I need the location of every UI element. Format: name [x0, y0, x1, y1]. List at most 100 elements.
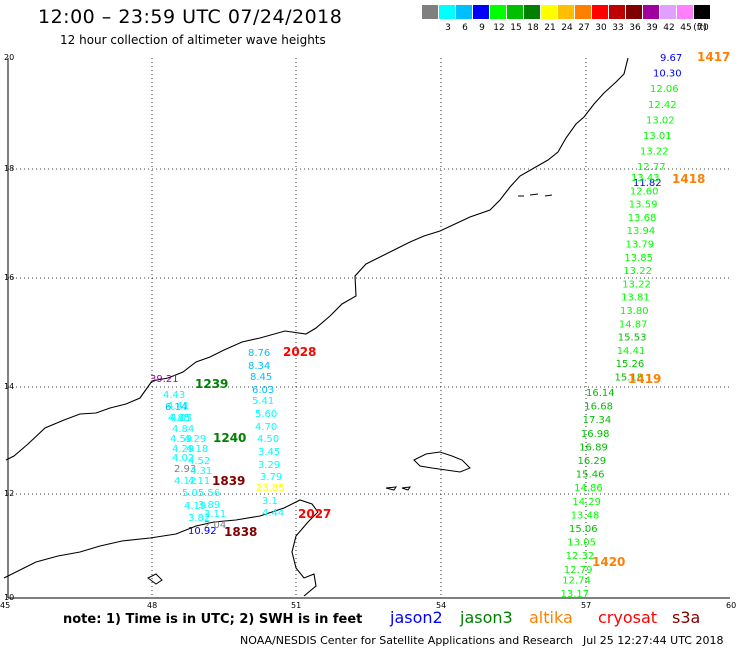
swh-value: 39.21: [150, 374, 179, 385]
sat-label-altika: altika: [529, 608, 573, 627]
swh-value: 4.50: [257, 434, 279, 445]
legend-label: 9: [479, 23, 485, 33]
swh-value: 13.22: [623, 266, 652, 277]
pass-time-label: 1419: [628, 372, 661, 386]
swh-value: 4.31: [190, 466, 212, 477]
swh-value: 16.29: [578, 456, 607, 467]
swh-value: 10.30: [653, 69, 682, 80]
swh-value: 13.05: [567, 538, 596, 549]
swh-value: 2.93: [174, 464, 196, 475]
swh-value: 5.41: [252, 396, 274, 407]
legend-label: 70: [697, 23, 709, 33]
legend-swatch: [609, 5, 625, 19]
swh-value: 15.46: [576, 470, 605, 481]
sat-label-jason3: jason3: [460, 608, 513, 627]
swh-value: 16.98: [581, 429, 610, 440]
swh-value: 12.74: [562, 575, 591, 586]
swh-value: 3.82: [188, 513, 210, 524]
swh-value: 15.26: [616, 359, 645, 370]
swh-value: 13.79: [626, 240, 655, 251]
island-perim: [147, 573, 163, 585]
legend-swatch: [541, 5, 557, 19]
y-tick-12: 12: [4, 489, 14, 498]
legend-swatch: [694, 5, 710, 19]
swh-value: 14.29: [572, 497, 601, 508]
island-kuria-muria: [518, 193, 553, 197]
swh-value: 5.05: [182, 488, 204, 499]
swh-value: 12.42: [648, 100, 677, 111]
legend-swatch: [524, 5, 540, 19]
swh-value: 4.85: [170, 413, 192, 424]
swh-value: 4.85: [168, 413, 190, 424]
swh-value: 4.59: [170, 434, 192, 445]
swh-value: 3.1: [262, 496, 278, 507]
legend-label: 33: [612, 23, 624, 33]
y-tick-18: 18: [4, 164, 14, 173]
pass-time-label: 1240: [213, 431, 246, 445]
swh-value: 13.43: [631, 173, 660, 184]
swh-value: 4.41: [167, 401, 189, 412]
swh-value: 3.89: [198, 500, 220, 511]
swh-value: 13.94: [627, 226, 656, 237]
swh-value: 13.59: [629, 200, 658, 211]
swh-value: 4.12: [174, 476, 196, 487]
y-tick-14: 14: [4, 382, 14, 391]
x-tick-54: 54: [436, 601, 446, 610]
legend-label: 18: [527, 23, 539, 33]
legend-swatch: [490, 5, 506, 19]
altimeter-tracks: 9.6710.3012.0612.4213.0213.0113.2212.771…: [150, 50, 730, 600]
pass-time-label: 1839: [212, 474, 245, 488]
timestamp: Jul 25 12:27:44 UTC 2018: [583, 634, 724, 647]
swh-value: 13.01: [643, 131, 672, 142]
pass-time-label: 2027: [298, 507, 331, 521]
swh-value: 13.68: [628, 213, 657, 224]
coastline-africa: [3, 499, 319, 597]
swh-value: 13.17: [561, 589, 590, 600]
swh-value: 10.92: [188, 526, 217, 537]
swh-value: 2.04: [204, 520, 226, 531]
swh-value: 4.43: [163, 390, 185, 401]
legend-label: 39: [646, 23, 658, 33]
legend-swatch: [439, 5, 455, 19]
legend-swatch: [626, 5, 642, 19]
swh-value: 4.29: [184, 434, 206, 445]
swh-value: 13.85: [624, 253, 653, 264]
swh-value: 13.80: [620, 306, 649, 317]
legend-label: 21: [544, 23, 556, 33]
pass-time-label: 1418: [672, 172, 705, 186]
swh-value: 16.14: [586, 388, 615, 399]
island-socotra: [413, 451, 471, 473]
legend-swatch: [473, 5, 489, 19]
swh-value: 17.34: [583, 415, 612, 426]
swh-value: 13.22: [640, 147, 669, 158]
credit-line: NOAA/NESDIS Center for Satellite Applica…: [240, 634, 574, 647]
coastline-arabia: [5, 57, 629, 461]
legend-label: 15: [510, 23, 522, 33]
sat-label-jason2: jason2: [390, 608, 443, 627]
y-tick-16: 16: [4, 273, 14, 282]
pass-time-label: 1239: [195, 377, 228, 391]
island-abd-al-kuri: [385, 486, 398, 491]
sat-label-s3a: s3a: [672, 608, 701, 627]
map-frame: [7, 58, 730, 599]
swh-value: 4.19: [184, 501, 206, 512]
map-title: 12:00 – 23:59 UTC 07/24/2018: [38, 6, 343, 28]
swh-value: 15.18: [615, 373, 644, 384]
swh-value: 13.48: [571, 510, 600, 521]
legend-label: 12: [493, 23, 505, 33]
map-subtitle: 12 hour collection of altimeter wave hei…: [60, 33, 326, 47]
x-tick-60: 60: [726, 601, 736, 610]
island-samha: [401, 486, 412, 491]
legend-swatch: [677, 5, 693, 19]
swh-value: 4.84: [172, 424, 194, 435]
swh-value: 14.87: [619, 319, 648, 330]
swh-value: 4.18: [186, 444, 208, 455]
y-tick-20: 20: [4, 53, 14, 62]
swh-value: 4.70: [255, 422, 277, 433]
grid: [8, 58, 730, 598]
swh-value: 9.67: [660, 53, 682, 64]
legend-swatch: [507, 5, 523, 19]
swh-value: 4.52: [188, 456, 210, 467]
legend-swatch: [558, 5, 574, 19]
